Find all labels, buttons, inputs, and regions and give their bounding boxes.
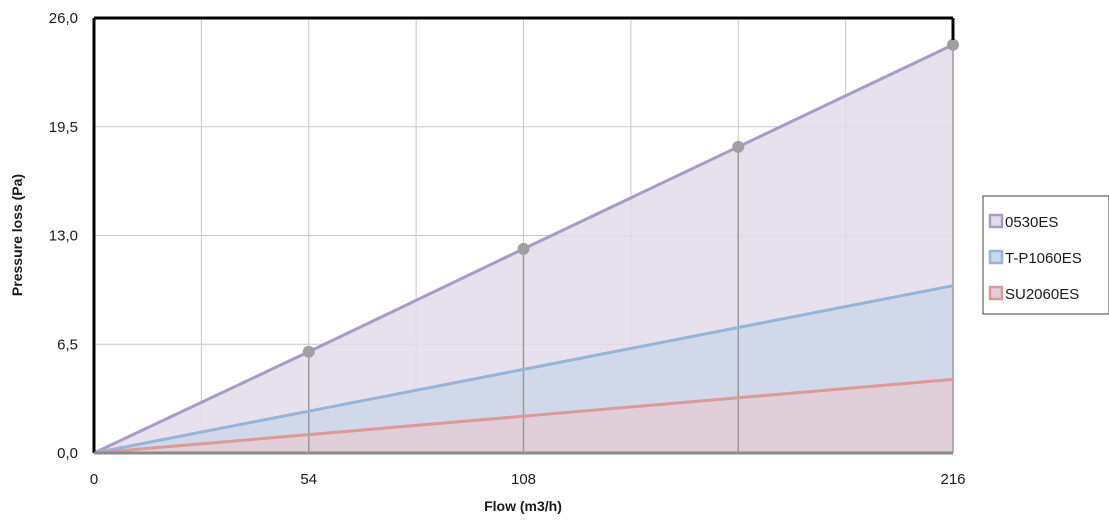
x-tick-label: 216 (940, 471, 965, 488)
series-line (93, 377, 954, 455)
legend: 0530ES T-P1060ES SU2060ES (982, 195, 1109, 315)
x-tick-label: 0 (90, 471, 98, 488)
legend-entry: T-P1060ES (1005, 250, 1082, 267)
y-axis-title: Pressure loss (Pa) (9, 174, 25, 296)
legend-entry: 0530ES (1005, 214, 1058, 231)
x-tick-label: 54 (300, 471, 317, 488)
series-line (93, 284, 954, 455)
y-tick-label: 0,0 (57, 445, 78, 462)
x-tick-label: 108 (511, 471, 536, 488)
legend-box (982, 195, 1109, 315)
legend-entry: SU2060ES (1005, 286, 1079, 303)
plot-frame (92, 16, 955, 455)
x-axis-ticks: 0 54 108 216 (90, 471, 966, 488)
data-point (732, 140, 745, 153)
y-tick-label: 19,5 (49, 119, 78, 136)
legend-swatch (988, 213, 1004, 229)
y-tick-label: 6,5 (57, 336, 78, 353)
series-markers (302, 38, 959, 358)
data-point (517, 242, 530, 255)
legend-swatch (988, 285, 1004, 301)
data-point (947, 38, 959, 51)
y-tick-label: 13,0 (49, 228, 78, 245)
x-axis-title: Flow (m3/h) (484, 498, 562, 514)
legend-swatch (988, 249, 1004, 265)
data-point (302, 345, 315, 358)
y-axis-ticks: 0,0 6,5 13,0 19,5 26,0 (49, 10, 78, 462)
marker-drop-lines (308, 44, 954, 453)
y-tick-label: 26,0 (49, 10, 78, 27)
